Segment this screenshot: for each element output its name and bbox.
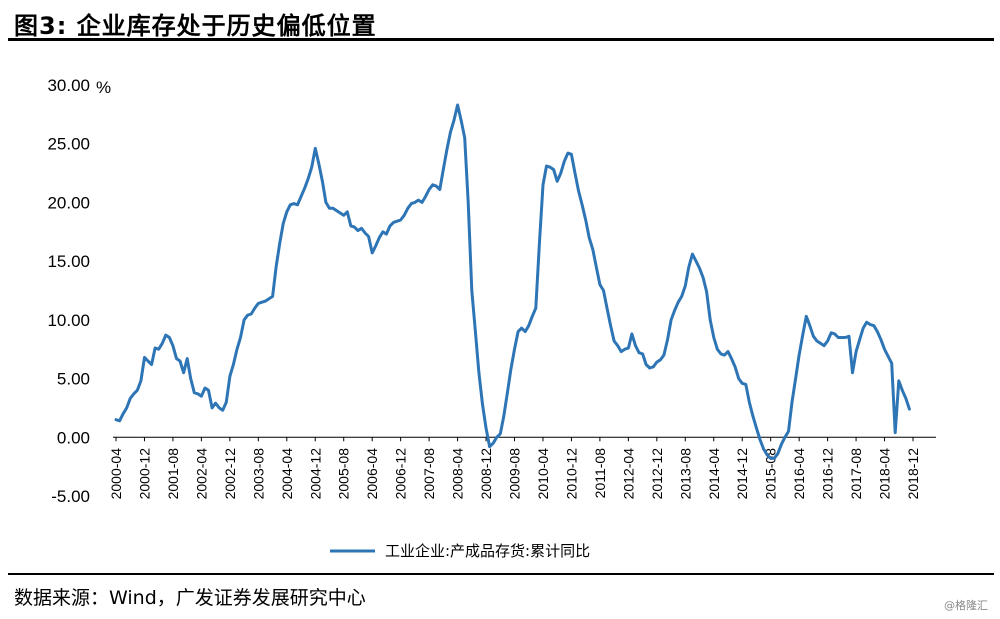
x-tick-label: 2012-04 [620, 448, 636, 500]
x-tick-label: 2002-04 [193, 448, 209, 500]
y-tick-label: 25.00 [47, 135, 90, 154]
legend: 工业企业:产成品存货:累计同比 [330, 542, 590, 560]
y-tick-label: -5.00 [51, 487, 90, 506]
x-tick-label: 2009-08 [507, 448, 523, 500]
y-axis-ticks: 30.00 25.00 20.00 15.00 10.00 5.00 0.00 -5.00 [47, 76, 90, 506]
y-tick-label: 5.00 [57, 370, 90, 389]
x-tick-label: 2015-08 [763, 448, 779, 500]
x-tick-label: 2008-12 [478, 448, 494, 500]
legend-label: 工业企业:产成品存货:累计同比 [385, 542, 590, 560]
x-tick-label: 2010-12 [563, 448, 579, 500]
x-tick-label: 2010-04 [535, 448, 551, 500]
x-tick-label: 2005-08 [336, 448, 352, 500]
x-tick-label: 2012-12 [649, 448, 665, 500]
x-tick-label: 2006-12 [393, 448, 409, 500]
x-tick-label: 2016-04 [791, 448, 807, 500]
y-tick-label: 20.00 [47, 193, 90, 212]
x-tick-label: 2006-04 [364, 448, 380, 500]
y-tick-label: 0.00 [57, 428, 90, 447]
x-tick-label: 2001-08 [165, 448, 181, 500]
x-tick-label: 2014-04 [706, 448, 722, 500]
figure-title: 图3: 企业库存处于历史偏低位置 [14, 12, 377, 40]
y-tick-label: 30.00 [47, 76, 90, 95]
series-line [114, 103, 911, 460]
y-tick-label: 10.00 [47, 311, 90, 330]
x-tick-label: 2002-12 [222, 448, 238, 500]
x-tick-label: 2013-08 [677, 448, 693, 500]
x-tick-label: 2011-08 [592, 448, 608, 499]
y-unit-label: % [96, 78, 111, 97]
x-tick-label: 2008-04 [450, 448, 466, 500]
bottom-rule [8, 573, 994, 575]
y-tick-label: 15.00 [47, 252, 90, 271]
x-tick-label: 2000-12 [136, 448, 152, 500]
x-tick-label: 2014-12 [734, 448, 750, 500]
x-tick-label: 2017-08 [848, 448, 864, 500]
x-tick-label: 2016-12 [820, 448, 836, 500]
x-tick-label: 2007-08 [421, 448, 437, 500]
x-tick-label: 2018-04 [877, 448, 893, 500]
watermark: @格隆汇 [944, 599, 988, 612]
x-tick-label: 2004-12 [307, 448, 323, 500]
x-tick-label: 2004-04 [279, 448, 295, 500]
x-axis-ticks: 2000-04 2000-12 2001-08 2002-04 2002-12 2003-… [108, 437, 921, 499]
source-note: 数据来源：Wind，广发证券发展研究中心 [14, 587, 366, 609]
x-tick-label: 2000-04 [108, 448, 124, 500]
x-tick-label: 2003-08 [250, 448, 266, 500]
x-tick-label: 2018-12 [905, 448, 921, 500]
top-rule [8, 38, 994, 41]
